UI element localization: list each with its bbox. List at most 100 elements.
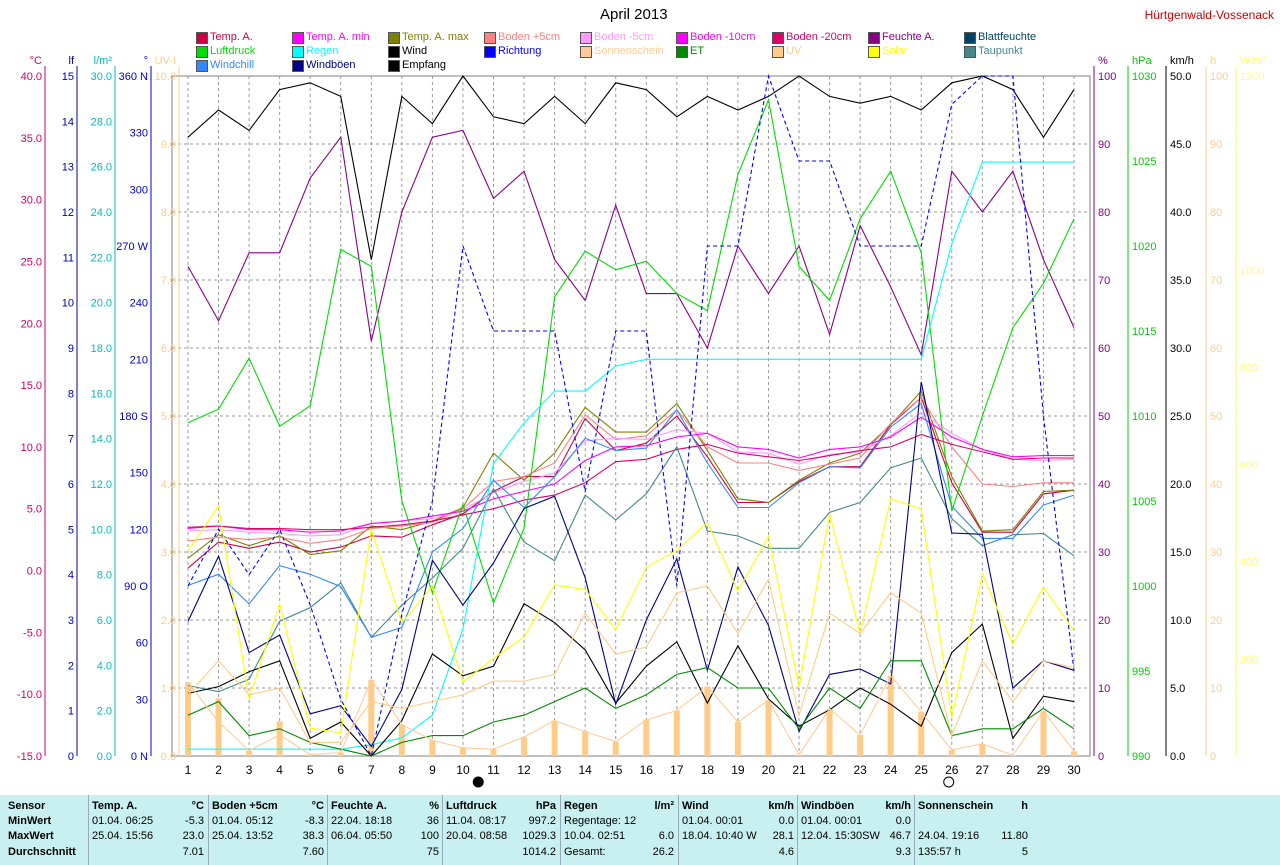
summary-cell: 9.3 xyxy=(895,846,911,858)
sunshine-bar xyxy=(551,720,558,756)
summary-cell: 1029.3 xyxy=(522,830,556,842)
summary-cell: 11.04. 08:17 xyxy=(446,815,507,827)
summary-cell: 26.2 xyxy=(652,846,674,858)
axis-tick-left: 5 xyxy=(68,524,74,536)
summary-cell: l/m² xyxy=(654,800,674,812)
sunshine-bar xyxy=(1071,751,1077,756)
summary-cell: 36 xyxy=(426,815,439,827)
legend-swatch xyxy=(484,46,496,58)
axis-tick-x: 4 xyxy=(276,763,283,777)
moon-full-icon xyxy=(943,776,955,788)
axis-unit-right: km/h xyxy=(1170,55,1194,67)
axis-tick-left: 10 xyxy=(62,298,74,310)
axis-tick-right: 800 xyxy=(1240,362,1258,374)
sunshine-bar xyxy=(185,682,191,756)
legend-label: Windböen xyxy=(306,59,356,71)
legend-swatch xyxy=(292,60,304,72)
axis-tick-right: 20 xyxy=(1210,615,1222,627)
axis-tick-left: 8.0 xyxy=(161,207,176,219)
legend-label: Boden -5cm xyxy=(594,31,654,43)
axis-tick-right: 90 xyxy=(1098,139,1110,151)
sunshine-bar xyxy=(246,750,253,756)
series-empfang xyxy=(187,75,1075,260)
series-luftdruck xyxy=(187,97,1075,605)
axis-tick-x: 13 xyxy=(548,763,562,777)
series-windb-en xyxy=(187,381,1075,748)
axis-tick-right: 995 xyxy=(1132,666,1150,678)
axis-tick-x: 12 xyxy=(517,763,531,777)
axis-tick-x: 29 xyxy=(1037,763,1051,777)
axis-tick-left: 4.0 xyxy=(161,479,176,491)
axis-tick-left: 10.0 xyxy=(91,524,112,536)
series-wind xyxy=(187,602,1075,757)
axis-tick-left: 1.0 xyxy=(161,683,176,695)
axis-tick-left: 6 xyxy=(68,479,74,491)
summary-cell: 28.1 xyxy=(772,830,794,842)
series-richtung xyxy=(187,73,1075,758)
axis-tick-right: 30.0 xyxy=(1170,343,1191,355)
summary-cell: Regentage: 12 xyxy=(564,815,637,827)
axis-tick-right: 0.0 xyxy=(1170,751,1185,763)
summary-cell: Sonnenschein xyxy=(918,800,994,812)
summary-cell: 1014.2 xyxy=(522,846,556,858)
summary-cell: 01.04. 00:01 xyxy=(801,815,863,827)
summary-cell: 100 xyxy=(420,830,439,842)
summary-cell: Sensor xyxy=(8,800,46,812)
axis-tick-left: 40.0 xyxy=(21,71,42,83)
axis-tick-left: 11 xyxy=(63,252,74,264)
axis-tick-left: 18.0 xyxy=(91,343,112,355)
axis-tick-x: 26 xyxy=(945,763,959,777)
summary-cell: km/h xyxy=(768,800,794,812)
legend-label: Temp. A. max xyxy=(402,31,469,43)
axis-tick-left: 7 xyxy=(68,434,74,446)
legend-swatch xyxy=(676,32,688,44)
summary-cell: MinWert xyxy=(8,815,52,827)
legend-swatch xyxy=(196,46,208,58)
legend-swatch xyxy=(196,32,208,44)
axis-tick-left: 240 xyxy=(130,298,148,310)
legend-label: Regen xyxy=(306,45,339,57)
sunshine-bar xyxy=(276,721,283,756)
legend-swatch xyxy=(772,32,784,44)
axis-tick-left: 15.0 xyxy=(21,380,42,392)
axis-tick-right: 400 xyxy=(1240,557,1258,569)
axis-tick-x: 27 xyxy=(976,763,990,777)
axis-tick-right: 60 xyxy=(1210,343,1222,355)
sunshine-bar xyxy=(459,747,466,756)
sunshine-bar xyxy=(429,740,436,756)
axis-tick-left: 300 xyxy=(130,184,148,196)
axis-tick-left: 22.0 xyxy=(91,252,112,264)
axis-tick-left: 3 xyxy=(68,615,74,627)
axis-tick-left: 0.0 xyxy=(161,751,176,763)
summary-cell: 25.04. 15:56 xyxy=(92,830,154,842)
axis-tick-x: 3 xyxy=(246,763,253,777)
legend-label: Boden +5cm xyxy=(498,31,561,43)
axis-tick-right: 30 xyxy=(1098,547,1110,559)
summary-divider xyxy=(560,795,561,865)
axis-tick-right: 10.0 xyxy=(1170,615,1191,627)
legend-label: Sonnenschein xyxy=(594,45,664,57)
axis-tick-x: 19 xyxy=(731,763,745,777)
axis-tick-right: 100 xyxy=(1210,71,1228,83)
axis-tick-left: 150 xyxy=(130,468,148,480)
axis-tick-x: 6 xyxy=(337,763,344,777)
summary-cell: 20.04. 08:58 xyxy=(446,830,508,842)
sunshine-bar xyxy=(582,731,589,756)
axis-tick-left: 5.0 xyxy=(27,504,42,516)
sunshine-bar xyxy=(887,675,894,756)
axis-tick-right: 990 xyxy=(1132,751,1150,763)
sunshine-bar xyxy=(368,679,375,756)
axis-tick-left: 20.0 xyxy=(91,298,112,310)
axis-tick-left: 360 N xyxy=(119,71,148,83)
legend-label: Feuchte A. xyxy=(882,31,935,43)
axis-tick-left: 7.0 xyxy=(161,275,176,287)
axis-unit-right: W/m² xyxy=(1240,55,1267,67)
sunshine-bar xyxy=(307,754,314,756)
series-temp-a- xyxy=(187,396,1075,569)
sunshine-bar xyxy=(857,734,864,756)
sunshine-bar xyxy=(612,741,619,756)
axis-tick-right: 200 xyxy=(1240,654,1258,666)
summary-cell: Boden +5cm xyxy=(212,800,278,812)
summary-cell: Temp. A. xyxy=(92,800,138,812)
summary-cell: 6.0 xyxy=(658,830,674,842)
